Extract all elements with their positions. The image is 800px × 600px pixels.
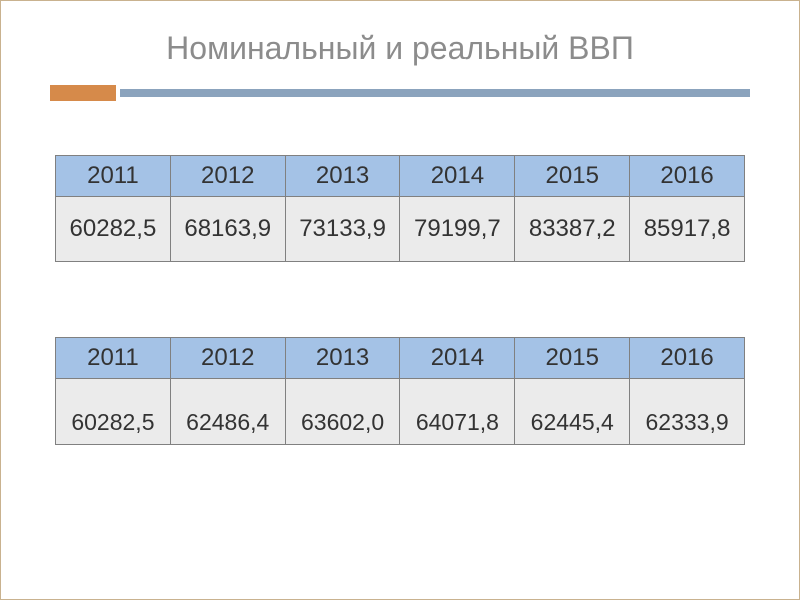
table-cell: 68163,9 [170,197,285,262]
table-cell: 64071,8 [400,379,515,445]
accent-blue-line [120,89,750,97]
table-cell: 62333,9 [630,379,745,445]
table-header-row: 2011 2012 2013 2014 2015 2016 [56,156,745,197]
accent-bar [50,85,750,101]
col-header: 2013 [285,338,400,379]
slide-container: Номинальный и реальный ВВП 2011 2012 201… [0,0,800,600]
col-header: 2014 [400,338,515,379]
col-header: 2011 [56,338,171,379]
col-header: 2016 [630,156,745,197]
table-header-row: 2011 2012 2013 2014 2015 2016 [56,338,745,379]
accent-orange-block [50,85,116,101]
col-header: 2013 [285,156,400,197]
table-row: 60282,5 62486,4 63602,0 64071,8 62445,4 … [56,379,745,445]
page-title: Номинальный и реальный ВВП [50,30,750,67]
col-header: 2015 [515,338,630,379]
table-nominal-gdp: 2011 2012 2013 2014 2015 2016 60282,5 68… [55,155,745,262]
table-cell: 73133,9 [285,197,400,262]
table-cell: 60282,5 [56,197,171,262]
col-header: 2016 [630,338,745,379]
table-cell: 79199,7 [400,197,515,262]
col-header: 2014 [400,156,515,197]
table-cell: 62486,4 [170,379,285,445]
table-real-gdp: 2011 2012 2013 2014 2015 2016 60282,5 62… [55,337,745,445]
col-header: 2012 [170,156,285,197]
table-row: 60282,5 68163,9 73133,9 79199,7 83387,2 … [56,197,745,262]
table-cell: 83387,2 [515,197,630,262]
col-header: 2012 [170,338,285,379]
table-cell: 60282,5 [56,379,171,445]
tables-container: 2011 2012 2013 2014 2015 2016 60282,5 68… [50,105,750,445]
table-cell: 62445,4 [515,379,630,445]
table-cell: 63602,0 [285,379,400,445]
col-header: 2011 [56,156,171,197]
table-cell: 85917,8 [630,197,745,262]
col-header: 2015 [515,156,630,197]
